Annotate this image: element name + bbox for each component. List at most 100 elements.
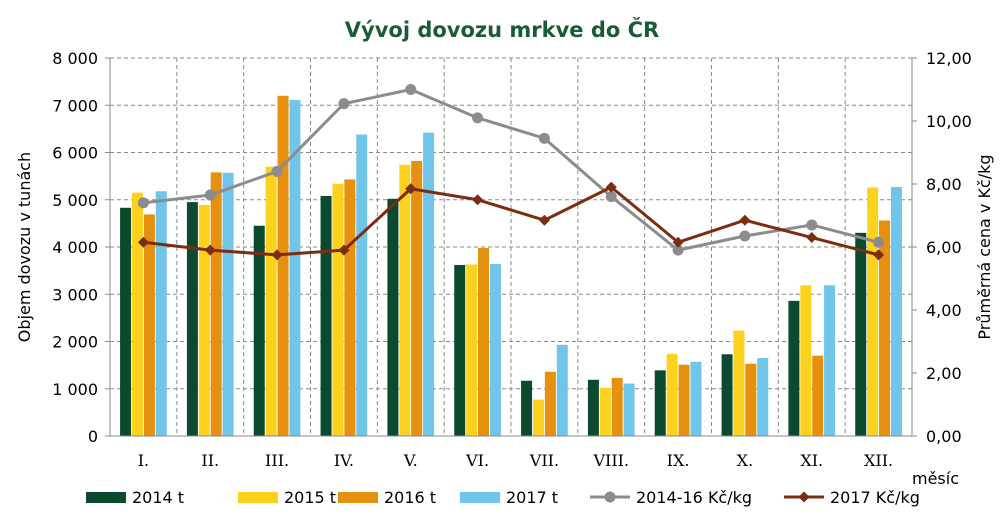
y-tick-label: 7 000 <box>52 96 98 115</box>
bar <box>332 183 344 436</box>
bars <box>120 95 902 437</box>
line-point <box>605 181 617 193</box>
line-point <box>271 249 283 261</box>
legend-label: 2015 t <box>284 488 336 507</box>
bar <box>210 172 222 436</box>
line-point <box>538 214 550 226</box>
legend: 2014 t 2015 t 2016 t 2017 t 2014-16 Kč/kg 201… <box>86 488 920 507</box>
x-tick-label: IV. <box>334 451 354 470</box>
bar <box>690 361 702 436</box>
bar <box>879 220 891 436</box>
line-point <box>739 230 751 242</box>
bar <box>721 354 733 436</box>
line-point <box>739 214 751 226</box>
bar <box>131 192 143 436</box>
bar <box>599 387 611 436</box>
line-point <box>271 165 283 177</box>
grid-lines <box>110 57 912 436</box>
x-axis-label: měsíc <box>912 469 959 488</box>
line-point <box>806 232 818 244</box>
bar <box>867 187 879 436</box>
bar <box>253 225 265 436</box>
bar <box>800 285 812 436</box>
y2-tick-label: 8,00 <box>926 175 962 194</box>
legend-swatch <box>338 492 378 503</box>
bar <box>198 204 210 436</box>
line-point <box>405 183 417 195</box>
line-point <box>672 244 684 256</box>
bar <box>587 379 599 436</box>
bar <box>666 353 678 436</box>
bar <box>611 377 623 436</box>
bar <box>222 172 234 436</box>
bar <box>855 232 867 436</box>
bar <box>265 166 277 437</box>
bar <box>277 95 289 437</box>
legend-marker <box>798 491 810 503</box>
y-tick-label: 3 000 <box>52 285 98 304</box>
line-point <box>605 191 617 203</box>
legend-swatch <box>460 492 500 503</box>
bar <box>387 198 399 436</box>
x-tick-label: XI. <box>800 451 823 470</box>
y-axis-label: Objem dovozu v tunách <box>15 152 34 342</box>
chart-title: Vývoj dovozu mrkve do ČR <box>345 17 659 42</box>
bar <box>320 195 332 436</box>
bar <box>678 364 690 436</box>
x-tick-label: I. <box>138 451 149 470</box>
bar <box>824 285 836 436</box>
legend-label: 2016 t <box>384 488 436 507</box>
y2-axis-label: Průměrná cena v Kč/kg <box>975 154 994 339</box>
y-tick-label: 5 000 <box>52 191 98 210</box>
legend-swatch <box>86 492 126 503</box>
bar <box>478 247 490 436</box>
bar <box>556 344 568 436</box>
x-tick-label: VIII. <box>592 451 629 470</box>
legend-swatch <box>238 492 278 503</box>
legend-label: 2017 Kč/kg <box>830 488 920 507</box>
bar <box>356 134 368 437</box>
legend-label: 2017 t <box>506 488 558 507</box>
bar <box>344 179 356 436</box>
y-tick-label: 4 000 <box>52 238 98 257</box>
line-series <box>143 185 879 257</box>
y2-tick-label: 12,00 <box>926 49 972 68</box>
bar <box>489 264 501 436</box>
bar <box>654 370 666 436</box>
bar <box>745 363 757 436</box>
line-point <box>873 236 885 248</box>
legend-label: 2014-16 Kč/kg <box>636 488 752 507</box>
bar <box>788 300 800 436</box>
line-point <box>873 249 885 261</box>
y-tick-label: 6 000 <box>52 144 98 163</box>
x-tick-label: VI. <box>465 451 489 470</box>
bar <box>544 371 556 436</box>
x-tick-label: V. <box>403 451 418 470</box>
y2-tick-label: 2,00 <box>926 364 962 383</box>
line-point <box>338 244 350 256</box>
bar <box>155 191 167 436</box>
legend-label: 2014 t <box>132 488 184 507</box>
x-tick-label: II. <box>201 451 219 470</box>
bar <box>399 164 411 436</box>
y-tick-label: 2 000 <box>52 333 98 352</box>
line-point <box>538 132 550 144</box>
bar <box>143 214 155 436</box>
bar <box>812 355 824 436</box>
bar <box>454 264 466 436</box>
x-tick-label: VII. <box>529 451 559 470</box>
y2-tick-label: 0,00 <box>926 427 962 446</box>
line-point <box>204 189 216 201</box>
x-tick-label: XII. <box>864 451 893 470</box>
bar <box>521 380 533 436</box>
bar <box>411 161 423 436</box>
line-point <box>204 244 216 256</box>
line-point <box>472 112 484 124</box>
line-point <box>472 194 484 206</box>
line-point <box>405 84 417 95</box>
line-point <box>137 236 149 248</box>
bar <box>890 186 902 436</box>
